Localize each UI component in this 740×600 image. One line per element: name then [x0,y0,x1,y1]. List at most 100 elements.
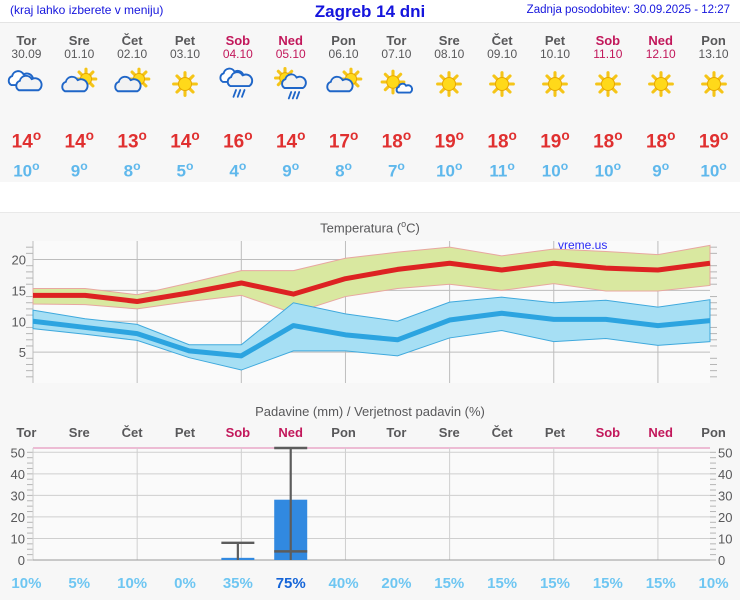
sun-rain-icon [269,66,313,103]
day-name: Ned [648,33,673,48]
precip-day-label: Čet [491,425,513,440]
day-date: 05.10 [275,47,306,61]
sunny-icon [533,67,577,103]
forecast-day-column[interactable]: Tor 07.10 18o 7o [370,23,423,183]
day-date: 01.10 [64,47,95,61]
svg-text:10: 10 [718,531,732,546]
sunny-icon [163,67,207,103]
partly-sunny-icon [57,67,101,103]
precip-day-label: Sob [225,425,251,440]
forecast-day-column[interactable]: Pon 06.10 17o 8o [317,23,370,183]
day-date: 11.10 [593,47,623,61]
day-name: Pet [544,33,566,48]
low-temperature: 8o [123,159,141,181]
svg-text:0: 0 [718,553,725,568]
svg-text:20: 20 [718,510,732,525]
precip-day-label: Sre [438,425,460,440]
temperature-chart-title: Temperatura (oC) [320,219,420,236]
precip-day-label: Ned [648,425,673,440]
low-temperature: 11o [489,159,515,181]
precip-day-label: Tor [386,425,407,440]
svg-text:15: 15 [12,283,26,298]
temperature-chart-section: Temperatura (oC) 5 10 15 20 [0,213,740,398]
svg-text:30: 30 [11,488,25,503]
precipitation-chart-title: Padavine (mm) / Verjetnost padavin (%) [255,404,485,419]
page-title: Zagreb 14 dni [314,2,426,21]
forecast-day-column[interactable]: Čet 09.10 18o 11o [476,23,529,183]
high-temperature: 14o [275,128,306,153]
low-temperature: 8o [335,159,353,181]
day-name: Tor [386,33,407,48]
svg-text:5: 5 [19,345,26,360]
day-date: 30.09 [11,47,42,61]
precip-day-label: Tor [16,425,37,440]
menu-hint-text: (kraj lahko izberete v meniju) [10,3,164,17]
svg-text:40: 40 [718,467,732,482]
precip-probability: 15% [434,575,465,592]
forecast-day-column[interactable]: Tor 30.09 14o 10o [0,23,53,183]
forecast-day-column[interactable]: Sob 11.10 18o 10o [581,23,634,183]
svg-text:0: 0 [18,553,25,568]
last-updated-text: Zadnja posodobitev: 30.09.2025 - 12:27 [526,4,730,16]
forecast-day-column[interactable]: Sre 01.10 14o 9o [53,23,106,183]
svg-text:50: 50 [11,445,25,460]
high-temperature: 17o [328,128,359,153]
low-temperature: 10o [13,159,40,181]
day-date: 07.10 [381,47,412,61]
precip-day-label: Sob [595,425,621,440]
low-temperature: 10o [541,159,569,181]
partly-sunny-icon [110,67,154,103]
high-temperature: 14o [170,128,200,153]
day-date: 09.10 [487,47,518,61]
day-date: 12.10 [645,47,676,61]
forecast-day-column[interactable]: Ned 05.10 14o 9o [264,23,317,183]
day-date: 13.10 [698,47,729,61]
high-temperature: 18o [645,128,676,153]
high-temperature: 18o [487,128,517,153]
low-temperature: 5o [176,159,194,181]
sunny-icon [639,67,683,103]
forecast-day-column[interactable]: Pon 13.10 19o 10o [687,23,740,183]
precipitation-chart-section: Padavine (mm) / Verjetnost padavin (%) 0… [0,398,740,600]
precip-probability: 10% [117,575,148,592]
low-temperature: 9o [70,159,88,181]
day-name: Čet [491,33,513,48]
day-date: 06.10 [328,47,359,61]
precip-probability: 15% [592,575,623,592]
forecast-day-column[interactable]: Čet 02.10 13o 8o [106,23,159,183]
forecast-day-column[interactable]: Sob 04.10 16o 4o [211,23,264,183]
section-divider [0,182,740,213]
svg-text:50: 50 [718,445,732,460]
svg-text:10: 10 [12,314,26,329]
day-name: Pon [331,33,356,48]
sunny-icon [427,67,471,103]
low-temperature: 9o [652,159,670,181]
watermark-text: vreme.us [558,238,608,252]
precip-day-label: Pet [544,425,566,440]
low-temperature: 10o [594,159,622,181]
precip-probability: 10% [11,575,42,592]
forecast-day-column[interactable]: Pet 10.10 19o 10o [529,23,582,183]
precip-probability: 5% [68,575,91,592]
day-date: 10.10 [539,47,570,61]
page-header: (kraj lahko izberete v meniju) Zagreb 14… [0,0,740,22]
day-name: Tor [16,33,37,48]
partly-sunny-icon [322,67,366,103]
sunny-icon [480,67,524,103]
day-name: Sre [438,33,460,48]
high-temperature: 19o [540,128,570,153]
forecast-day-column[interactable]: Sre 08.10 19o 10o [423,23,476,183]
cloudy-icon [4,67,48,103]
low-temperature: 7o [387,159,405,181]
forecast-day-column[interactable]: Pet 03.10 14o 5o [159,23,212,183]
svg-text:30: 30 [718,488,732,503]
temperature-chart: 5 10 15 20 [12,241,717,383]
precip-probability: 20% [381,575,412,592]
sunny-icon [692,67,736,103]
day-name: Pet [174,33,196,48]
low-temperature: 9o [282,159,300,181]
forecast-day-column[interactable]: Ned 12.10 18o 9o [634,23,687,183]
rain-icon [216,67,260,103]
high-temperature: 18o [381,128,412,153]
high-temperature: 14o [64,128,95,153]
